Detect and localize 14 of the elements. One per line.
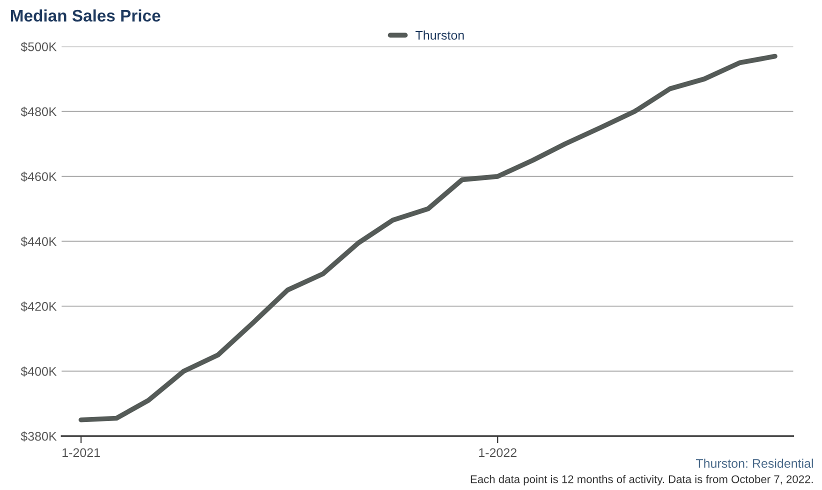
y-tick-label: $480K bbox=[20, 106, 57, 117]
y-tick-label: $400K bbox=[20, 366, 57, 377]
y-tick-label: $460K bbox=[20, 172, 57, 182]
y-tick-label: $440K bbox=[20, 236, 57, 247]
chart-title: Median Sales Price bbox=[10, 9, 160, 22]
legend-label: Thurston bbox=[416, 30, 464, 40]
y-tick-label: $420K bbox=[20, 302, 57, 312]
x-tick-label: 1-2021 bbox=[62, 448, 100, 458]
y-tick-label: $380K bbox=[20, 431, 57, 442]
text: Each data point is 12 months of activity. Data is from October 7, 2022. bbox=[470, 475, 813, 486]
line-series bbox=[78, 54, 778, 422]
y-tick-label: $500K bbox=[20, 42, 57, 52]
x-tick-label: 1-2022 bbox=[479, 448, 516, 458]
text: Thurston: Residential bbox=[696, 458, 813, 468]
